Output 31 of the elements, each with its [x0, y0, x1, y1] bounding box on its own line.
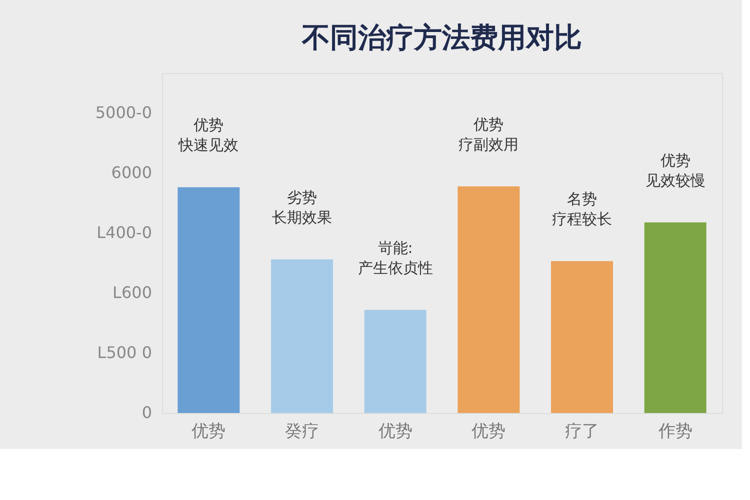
bar — [364, 310, 426, 413]
annotation: 见效较慢 — [645, 171, 706, 190]
bar — [458, 186, 520, 413]
annotation: 劣势 — [287, 188, 317, 206]
text: L500 0 — [97, 343, 152, 362]
text: 优势 — [474, 115, 504, 134]
x-tick-label: 作势 — [657, 422, 692, 442]
text: 优势 — [194, 116, 224, 134]
bar — [271, 259, 333, 413]
text: 快速见效 — [178, 136, 239, 154]
annotation: 疗程较长 — [552, 210, 612, 228]
chart-title: 不同治疗方法费用对比 — [301, 21, 582, 54]
annotation: 名势 — [567, 190, 597, 208]
bar — [644, 222, 706, 413]
bar — [178, 187, 240, 413]
text: 5000-0 — [95, 103, 152, 122]
annotation: 岢能: — [378, 238, 413, 257]
annotation: 长期效果 — [272, 208, 332, 226]
x-tick-label: 优势 — [192, 422, 226, 442]
x-tick-label: 优势 — [472, 422, 506, 442]
bar — [551, 261, 613, 413]
text: L400-0 — [96, 223, 152, 242]
text: 优势 — [660, 151, 690, 170]
x-tick-label: 癸疗 — [285, 422, 319, 442]
annotation: 产生依贞性 — [358, 258, 433, 277]
x-tick-label: 疗了 — [565, 422, 599, 442]
text: L600 — [112, 283, 152, 302]
x-tick-label: 优势 — [378, 422, 412, 442]
text: 6000 — [111, 163, 152, 182]
text: 疗副效用 — [458, 135, 519, 154]
text: 0 — [142, 403, 152, 422]
